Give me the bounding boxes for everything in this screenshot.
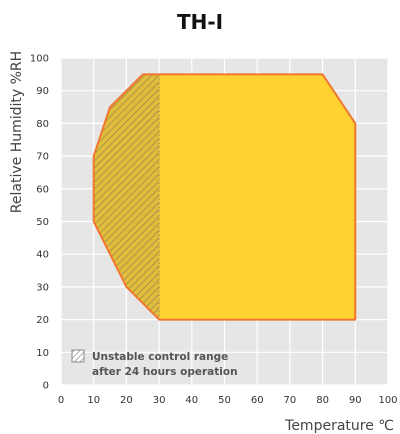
x-axis-label: Temperature ℃ [284, 418, 394, 434]
y-tick-label: 50 [36, 217, 49, 228]
y-tick-label: 60 [36, 184, 49, 195]
x-tick-label: 90 [349, 395, 362, 406]
y-tick-label: 100 [30, 54, 49, 65]
x-tick-label: 60 [251, 395, 264, 406]
y-tick-label: 80 [36, 119, 49, 130]
x-tick-label: 50 [218, 395, 231, 406]
y-tick-label: 10 [36, 348, 49, 359]
chart-title: TH-I [177, 10, 223, 34]
x-tick-label: 70 [284, 395, 297, 406]
x-tick-label: 40 [185, 395, 198, 406]
x-tick-label: 10 [87, 395, 100, 406]
y-tick-label: 30 [36, 282, 49, 293]
y-axis-label: Relative Humidity %RH [9, 51, 25, 213]
y-tick-label: 40 [36, 250, 49, 261]
y-tick-labels: 0 10 20 30 40 50 60 70 80 90 100 [30, 54, 49, 392]
y-tick-label: 20 [36, 315, 49, 326]
x-tick-label: 20 [120, 395, 133, 406]
x-tick-label: 30 [153, 395, 166, 406]
y-tick-label: 70 [36, 152, 49, 163]
legend-swatch-unstable [72, 350, 84, 362]
series-group [94, 74, 356, 319]
x-tick-label: 100 [378, 395, 397, 406]
y-tick-label: 0 [43, 381, 49, 392]
y-tick-label: 90 [36, 86, 49, 97]
x-tick-labels: 0 10 20 30 40 50 60 70 80 90 100 [58, 395, 398, 406]
legend-line-1: Unstable control range [92, 351, 228, 363]
x-tick-label: 0 [58, 395, 64, 406]
x-tick-label: 80 [316, 395, 329, 406]
legend-line-2: after 24 hours operation [92, 366, 238, 378]
